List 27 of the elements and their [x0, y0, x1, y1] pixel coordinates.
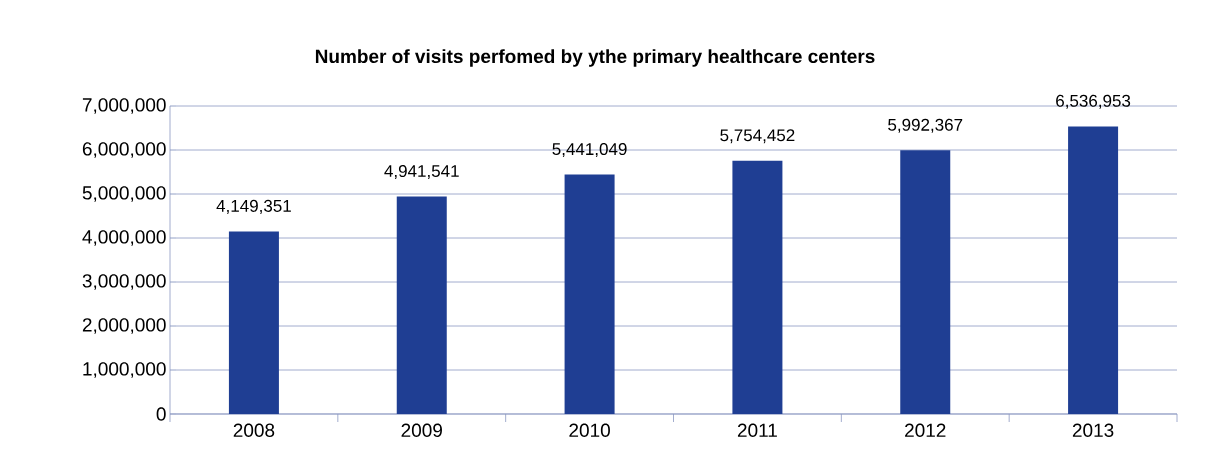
chart-title: Number of visits perfomed by ythe primary healthcare centers [315, 49, 875, 67]
y-tick-label: 3,000,000 [82, 274, 166, 290]
x-tick-label: 2011 [737, 423, 777, 437]
x-tick-label: 2013 [1072, 423, 1114, 437]
data-label: 5,992,367 [888, 118, 963, 133]
y-tick-label: 6,000,000 [82, 142, 166, 158]
y-tick-label: 4,000,000 [82, 230, 166, 246]
y-tick-label: 1,000,000 [83, 362, 166, 378]
x-tick-label: 2010 [569, 423, 610, 437]
data-label: 4,941,541 [384, 165, 459, 180]
x-tick-label: 2009 [401, 423, 442, 437]
data-label: 6,536,953 [1056, 94, 1131, 109]
x-tick-label: 2012 [905, 423, 946, 437]
y-tick-label: 0 [156, 407, 166, 421]
bar [564, 174, 615, 414]
x-tick-label: 2008 [233, 423, 275, 437]
data-label: 5,441,049 [552, 143, 627, 158]
y-tick-label: 5,000,000 [82, 186, 166, 202]
bar [228, 231, 279, 414]
bar [396, 196, 447, 414]
y-tick-label: 7,000,000 [82, 98, 166, 114]
bar [1068, 126, 1119, 414]
bar [732, 160, 783, 414]
data-label: 5,754,452 [720, 129, 795, 144]
data-label: 4,149,351 [216, 199, 291, 214]
bar [900, 150, 951, 414]
y-tick-label: 2,000,000 [82, 318, 166, 334]
